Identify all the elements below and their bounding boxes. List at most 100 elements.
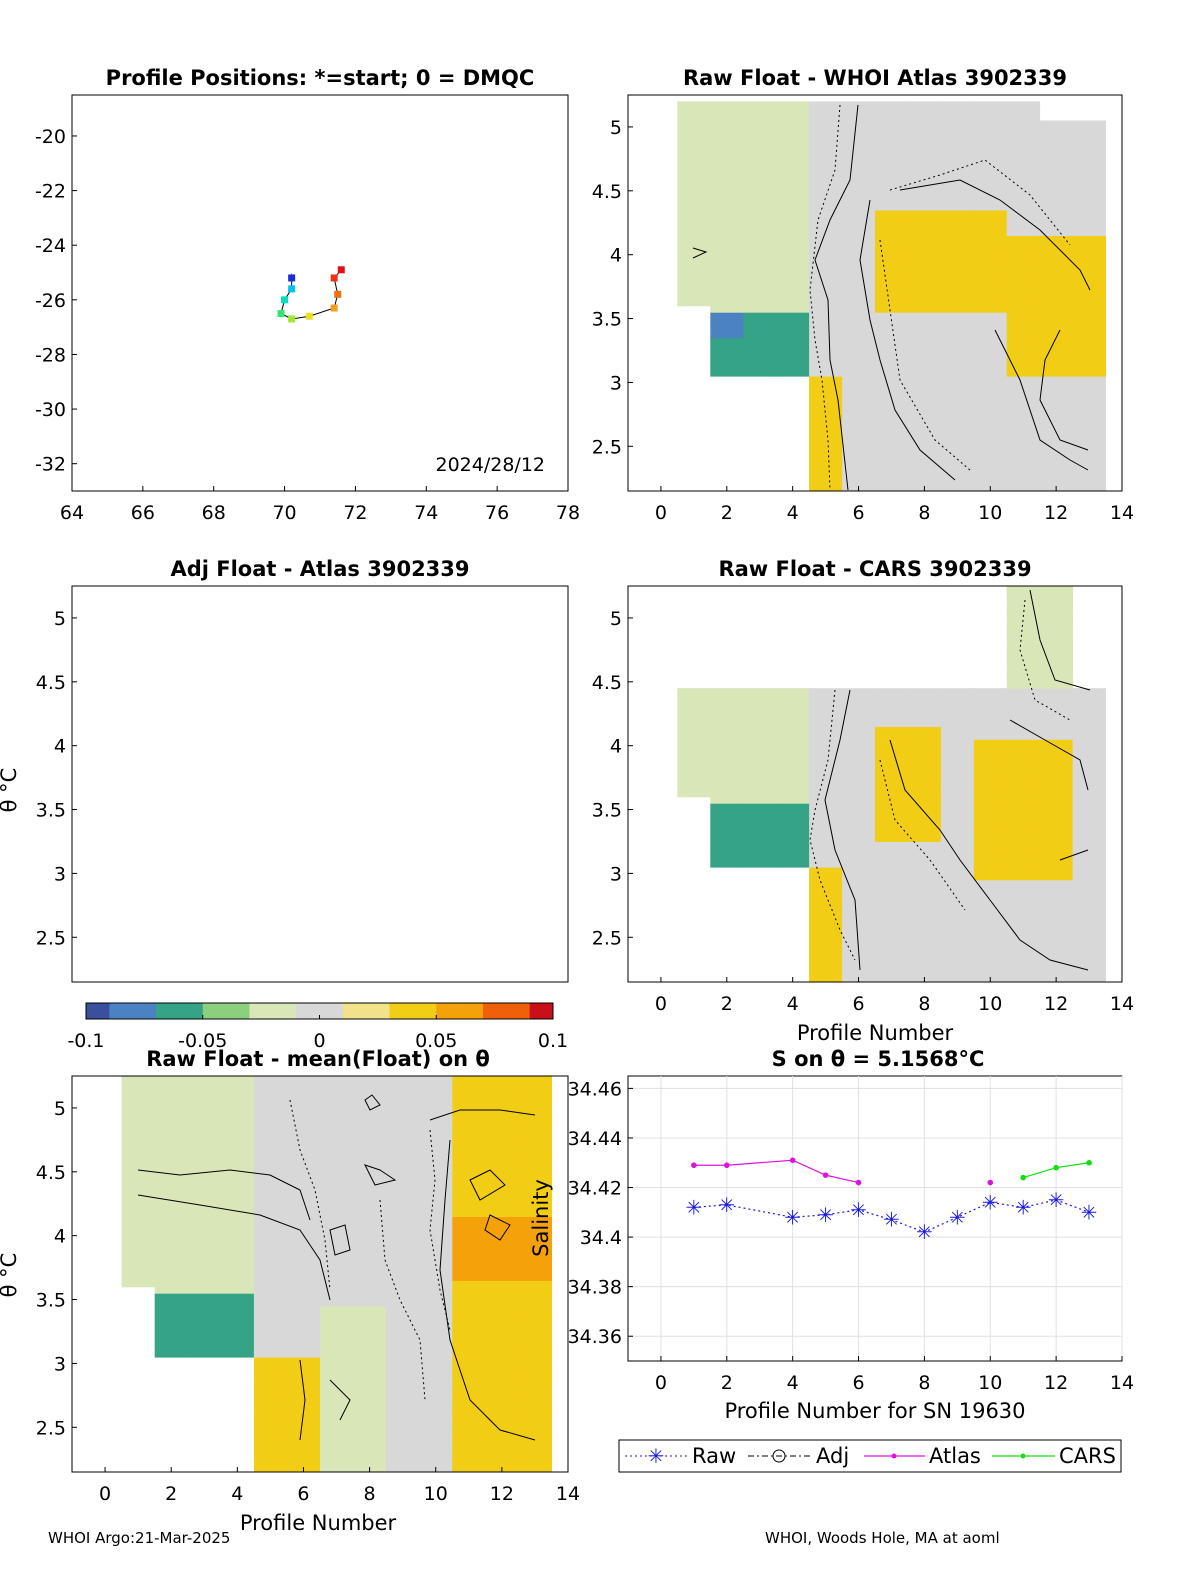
- heatmap-cell: [973, 261, 1008, 275]
- adj-atlas-axes: [71, 585, 569, 983]
- positions-xtick-label: 64: [60, 502, 84, 524]
- heatmap-cell: [452, 1395, 486, 1409]
- heatmap-cell: [452, 1459, 486, 1473]
- heatmap-cell: [940, 701, 975, 715]
- heatmap-cell: [940, 790, 975, 804]
- heatmap-cell: [320, 1165, 354, 1179]
- heatmap-cell: [677, 190, 711, 205]
- heatmap-cell: [710, 210, 744, 224]
- heatmap-cell: [875, 133, 909, 147]
- heatmap-cell: [809, 427, 843, 441]
- track-start-marker: *: [288, 272, 295, 288]
- heatmap-cell: [940, 312, 975, 326]
- heatmap-cell: [940, 222, 975, 236]
- heatmap-cell: [940, 879, 975, 894]
- heatmap-cell: [842, 427, 876, 441]
- heatmap-cell: [220, 1318, 255, 1332]
- heatmap-cell: [1039, 312, 1074, 326]
- heatmap-cell: [518, 1191, 552, 1205]
- heatmap-cell: [940, 478, 975, 492]
- heatmap-cell: [121, 1171, 156, 1186]
- heatmap-cell: [1039, 171, 1074, 185]
- series-point-raw: ✳: [1015, 1195, 1032, 1219]
- track-point: [334, 290, 342, 298]
- heatmap-cell: [973, 879, 1008, 894]
- heatmap-cell: [842, 101, 876, 109]
- heatmap-cell: [677, 732, 711, 747]
- ra-ytick-label: 3.5: [592, 309, 622, 331]
- heatmap-cell: [386, 1216, 420, 1230]
- positions-xtick-label: 78: [556, 502, 580, 524]
- heatmap-cell: [875, 828, 909, 842]
- heatmap-cell: [452, 1408, 486, 1422]
- heatmap-cell: [154, 1088, 189, 1103]
- heatmap-cell: [518, 1331, 552, 1345]
- heatmap-cell: [286, 1203, 321, 1217]
- heatmap-cell: [743, 726, 777, 740]
- heatmap-cell: [973, 841, 1008, 855]
- heatmap-cell: [842, 905, 876, 919]
- heatmap-cell: [253, 1408, 288, 1422]
- heatmap-cell: [710, 120, 744, 134]
- raw-cars-heatmap: [677, 586, 1106, 983]
- heatmap-cell: [154, 1076, 189, 1090]
- heatmap-cell: [121, 1210, 156, 1224]
- heatmap-cell: [485, 1267, 519, 1281]
- heatmap-cell: [121, 1133, 156, 1147]
- heatmap-cell: [485, 1408, 519, 1422]
- heatmap-cell: [154, 1178, 189, 1192]
- heatmap-cell: [353, 1293, 387, 1307]
- heatmap-cell: [518, 1203, 552, 1217]
- heatmap-cell: [452, 1114, 486, 1128]
- heatmap-cell: [940, 815, 975, 830]
- aa-ytick-label: 3: [54, 863, 66, 885]
- heatmap-cell: [1072, 879, 1106, 894]
- heatmap-cell: [320, 1318, 354, 1332]
- heatmap-cell: [485, 1446, 519, 1460]
- heatmap-cell: [940, 286, 975, 300]
- heatmap-cell: [875, 905, 909, 919]
- heatmap-cell: [907, 879, 942, 894]
- heatmap-cell: [220, 1280, 255, 1294]
- heatmap-cell: [710, 197, 744, 211]
- heatmap-cell: [842, 701, 876, 715]
- heatmap-cell: [809, 299, 843, 313]
- heatmap-cell: [386, 1127, 420, 1141]
- salinity-xtick-label: 10: [978, 1372, 1002, 1394]
- heatmap-cell: [220, 1203, 255, 1217]
- heatmap-cell: [842, 713, 876, 727]
- heatmap-cell: [776, 752, 810, 766]
- heatmap-cell: [1006, 363, 1041, 377]
- heatmap-cell: [875, 376, 909, 390]
- heatmap-cell: [386, 1305, 420, 1320]
- heatmap-cell: [353, 1382, 387, 1396]
- heatmap-cell: [940, 777, 975, 791]
- heatmap-cell: [809, 841, 843, 855]
- heatmap-cell: [875, 235, 909, 249]
- adj-atlas-ylabel: θ °C: [0, 768, 21, 813]
- heatmap-cell: [253, 1267, 288, 1281]
- raw-cars-xlabel: Profile Number: [797, 1021, 954, 1045]
- heatmap-cell: [452, 1165, 486, 1179]
- heatmap-cell: [842, 273, 876, 288]
- heatmap-cell: [518, 1305, 552, 1320]
- heatmap-cell: [907, 752, 942, 766]
- heatmap-cell: [842, 688, 876, 702]
- heatmap-cell: [1039, 867, 1074, 881]
- heatmap-cell: [809, 248, 843, 262]
- heatmap-cell: [973, 337, 1008, 351]
- heatmap-cell: [710, 752, 744, 766]
- heatmap-cell: [1006, 401, 1041, 415]
- heatmap-cell: [386, 1088, 420, 1103]
- heatmap-cell: [386, 1152, 420, 1166]
- heatmap-cell: [187, 1114, 222, 1128]
- ra-xtick-label: 6: [852, 502, 864, 524]
- rc-ytick-label: 2.5: [592, 927, 622, 949]
- heatmap-cell: [1072, 439, 1106, 454]
- heatmap-cell: [776, 815, 810, 830]
- heatmap-cell: [518, 1101, 552, 1115]
- heatmap-cell: [386, 1459, 420, 1473]
- heatmap-cell: [907, 248, 942, 262]
- heatmap-cell: [940, 427, 975, 441]
- heatmap-cell: [710, 101, 744, 109]
